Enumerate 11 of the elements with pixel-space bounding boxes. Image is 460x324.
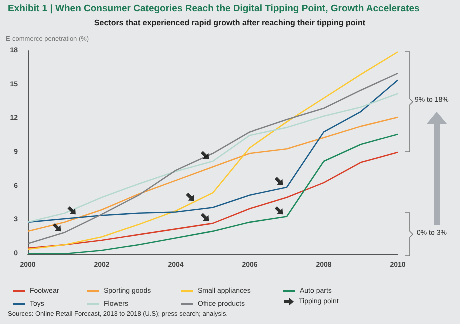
- line-series: [27, 152, 399, 250]
- point: [274, 206, 284, 215]
- chart-title: Exhibit 1 | When Consumer Categories Reach the Digital Tipping Point, Growth Accelerates: [8, 4, 420, 14]
- point: [186, 192, 194, 202]
- chart-subtitle: Sectors that experienced rapid growth after reaching their tipping point: [94, 18, 366, 28]
- point: [68, 206, 76, 215]
- point: [200, 213, 210, 222]
- point: [274, 177, 284, 186]
- point: [52, 223, 62, 232]
- line-series: [27, 116, 399, 232]
- point: [200, 151, 210, 160]
